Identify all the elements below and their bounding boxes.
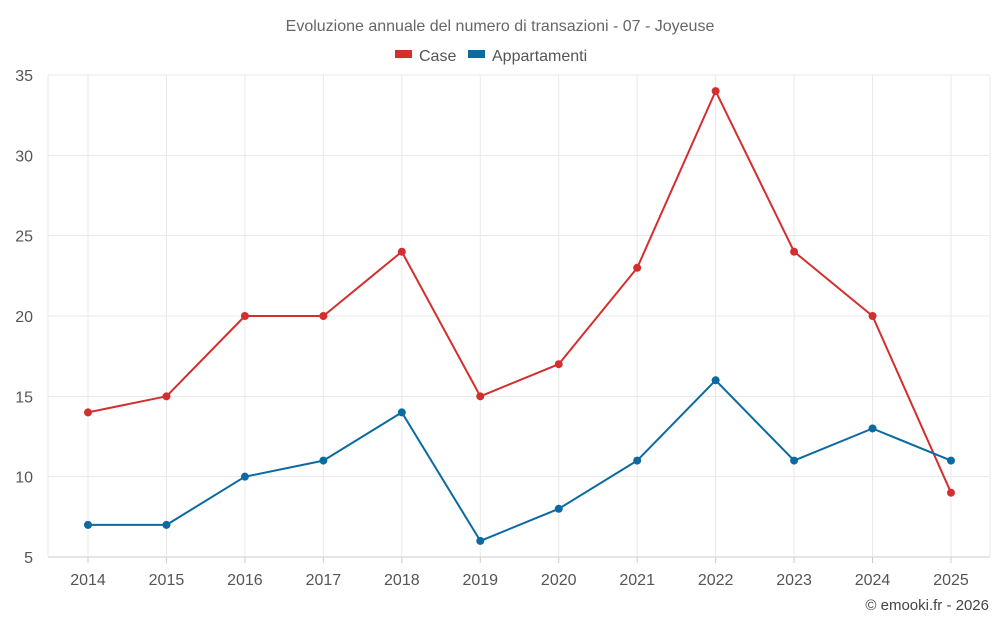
legend-swatch-case [395,50,412,58]
data-point-case[interactable] [554,360,563,369]
data-point-appartamenti[interactable] [711,376,720,385]
data-point-case[interactable] [162,392,171,401]
data-point-appartamenti[interactable] [790,456,799,465]
x-tick-label: 2021 [619,572,655,589]
y-tick-label: 10 [15,470,33,487]
x-tick-label: 2016 [227,572,263,589]
legend: Case Appartamenti [395,48,587,65]
data-point-case[interactable] [84,408,92,417]
data-point-appartamenti[interactable] [162,520,171,529]
x-tick-label: 2023 [776,572,812,589]
data-point-case[interactable] [633,263,642,272]
data-point-appartamenti[interactable] [319,456,328,465]
data-point-appartamenti[interactable] [476,536,485,545]
series-case [84,87,955,497]
data-point-case[interactable] [240,312,249,320]
y-tick-label: 35 [15,68,33,85]
x-tick-label: 2024 [855,572,891,589]
data-point-case[interactable] [868,312,877,320]
legend-swatch-appartamenti [468,50,485,58]
x-tick-label: 2015 [149,572,185,589]
x-tick-label: 2014 [70,572,106,589]
data-point-appartamenti[interactable] [947,456,955,465]
data-point-appartamenti[interactable] [633,456,642,465]
data-point-case[interactable] [319,312,328,320]
series-appartamenti [84,376,955,545]
y-tick-label: 5 [24,550,33,567]
x-tick-label: 2022 [698,572,734,589]
data-point-appartamenti[interactable] [397,408,406,417]
series [84,87,955,545]
data-point-appartamenti[interactable] [84,520,92,529]
data-point-case[interactable] [476,392,485,401]
data-point-case[interactable] [947,488,955,497]
y-tick-label: 20 [15,309,33,326]
data-point-case[interactable] [397,247,406,256]
data-point-appartamenti[interactable] [554,504,563,513]
data-point-appartamenti[interactable] [868,424,877,433]
y-tick-label: 25 [15,229,33,246]
series-line-appartamenti [88,379,952,542]
grid [47,74,991,558]
x-tick-label: 2017 [306,572,342,589]
y-tick-label: 15 [15,389,33,406]
legend-label-appartamenti[interactable]: Appartamenti [492,48,587,65]
x-tick-label: 2020 [541,572,577,589]
chart-title: Evoluzione annuale del numero di transaz… [286,18,715,35]
legend-label-case[interactable]: Case [419,48,456,65]
x-tick-label: 2019 [462,572,498,589]
data-point-appartamenti[interactable] [240,472,249,481]
x-tick-label: 2025 [933,572,969,589]
credit-text: © emooki.fr - 2026 [865,597,989,614]
y-tick-label: 30 [15,148,33,165]
data-point-case[interactable] [711,87,720,96]
x-tick-label: 2018 [384,572,420,589]
series-line-case [87,90,952,494]
data-point-case[interactable] [790,247,799,256]
